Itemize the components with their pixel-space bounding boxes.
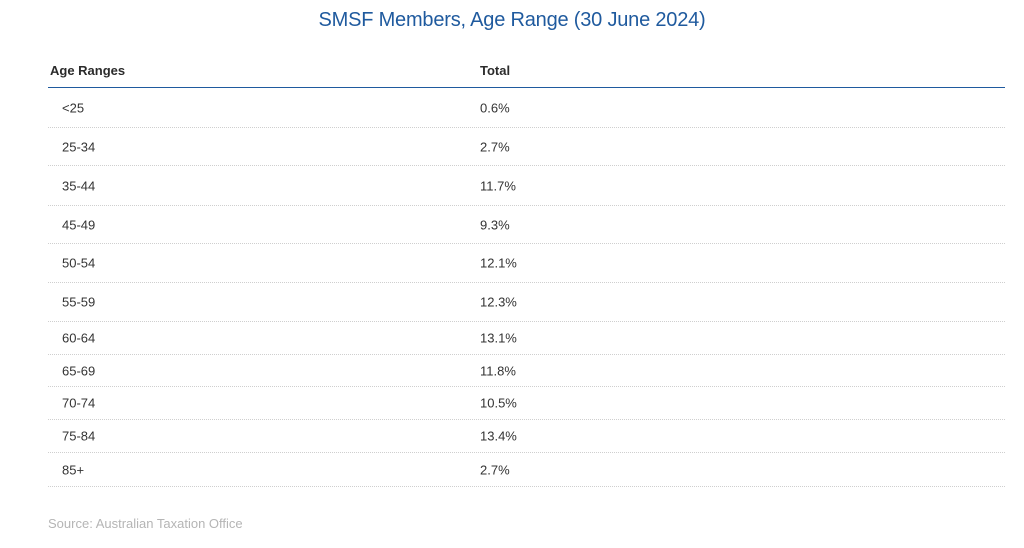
cell-age-range: 50-54 xyxy=(62,255,96,271)
cell-age-range: 25-34 xyxy=(62,139,96,154)
cell-age-range: 60-64 xyxy=(62,330,96,346)
cell-age-range: 70-74 xyxy=(62,395,96,411)
cell-total: 11.7% xyxy=(480,178,516,193)
cell-total: 13.4% xyxy=(480,428,517,444)
cell-total: 2.7% xyxy=(480,462,510,477)
table-row: <25 0.6% xyxy=(48,88,1005,128)
table-row: 45-49 9.3% xyxy=(48,206,1005,244)
table-body: <25 0.6% 25-34 2.7% 35-44 11.7% 45-49 9.3% 50-54… xyxy=(48,88,1005,487)
cell-age-range: <25 xyxy=(62,100,85,115)
cell-age-range: 65-69 xyxy=(62,363,96,378)
age-range-table: Age Ranges Total <25 0.6% 25-34 2.7% 35-44 11… xyxy=(48,55,1005,487)
cell-age-range: 45-49 xyxy=(62,217,96,232)
header-age-ranges: Age Ranges xyxy=(50,63,126,78)
table-row: 70-74 10.5% xyxy=(48,387,1005,420)
cell-total: 2.7% xyxy=(480,139,510,154)
table-row: 25-34 2.7% xyxy=(48,128,1005,166)
table-row: 35-44 11.7% xyxy=(48,166,1005,206)
table-row: 75-84 13.4% xyxy=(48,420,1005,453)
cell-age-range: 75-84 xyxy=(62,428,96,444)
cell-age-range: 35-44 xyxy=(62,178,96,193)
cell-total: 11.8% xyxy=(480,363,516,378)
cell-total: 0.6% xyxy=(480,100,510,115)
cell-total: 12.1% xyxy=(480,255,517,271)
chart-title: SMSF Members, Age Range (30 June 2024) xyxy=(318,9,706,31)
table-header-row: Age Ranges Total xyxy=(48,55,1005,88)
source-note: Source: Australian Taxation Office xyxy=(48,516,243,531)
cell-age-range: 85+ xyxy=(62,462,85,477)
table-row: 65-69 11.8% xyxy=(48,355,1005,387)
header-total: Total xyxy=(480,63,511,78)
table-row: 85+ 2.7% xyxy=(48,453,1005,487)
cell-total: 12.3% xyxy=(480,294,517,310)
cell-total: 9.3% xyxy=(480,217,510,232)
cell-total: 13.1% xyxy=(480,330,517,346)
cell-total: 10.5% xyxy=(480,395,517,411)
table-row: 55-59 12.3% xyxy=(48,283,1005,322)
cell-age-range: 55-59 xyxy=(62,294,96,310)
table-row: 60-64 13.1% xyxy=(48,322,1005,355)
table-row: 50-54 12.1% xyxy=(48,244,1005,283)
